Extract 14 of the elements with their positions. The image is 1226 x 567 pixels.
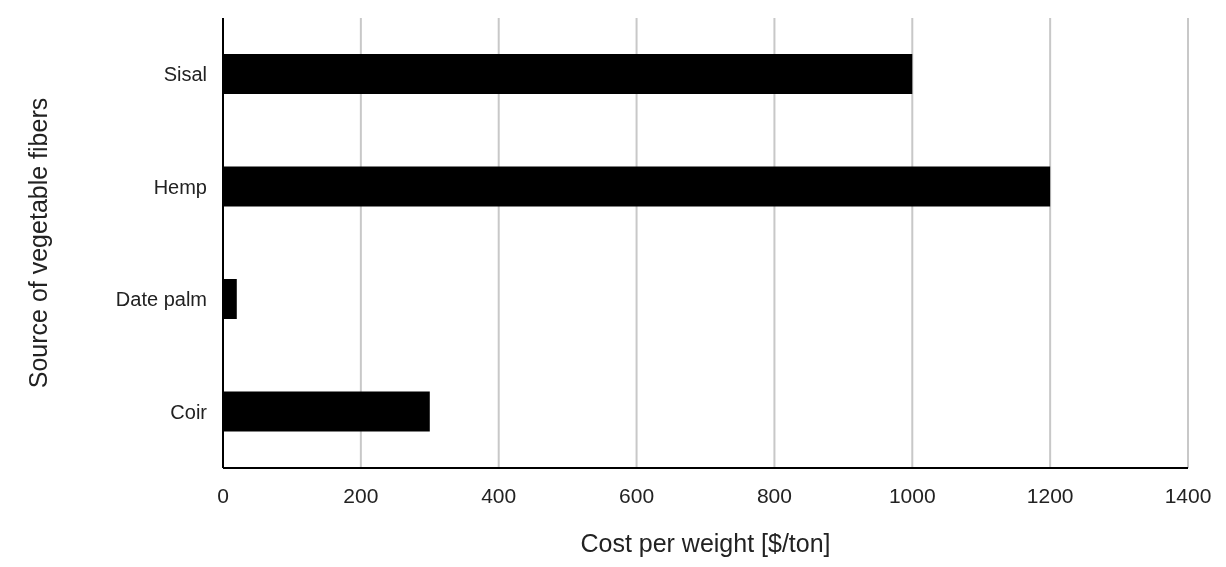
x-tick-label: 1400 bbox=[1164, 483, 1212, 507]
y-tick-label: Date palm bbox=[115, 288, 207, 311]
x-tick-label: 200 bbox=[343, 483, 379, 507]
x-tick-label: 600 bbox=[619, 483, 655, 507]
y-axis-title: Source of vegetable fibers bbox=[23, 97, 52, 389]
x-tick-label: 800 bbox=[756, 483, 792, 507]
y-tick-label: Hemp bbox=[153, 175, 207, 198]
y-tick-label: Sisal bbox=[163, 63, 207, 86]
x-tick-label: 1200 bbox=[1026, 483, 1074, 507]
x-tick-label: 400 bbox=[481, 483, 517, 507]
y-tick-label: Coir bbox=[170, 400, 208, 423]
x-tick-label: 1000 bbox=[888, 483, 936, 507]
x-tick-label: 0 bbox=[217, 483, 229, 507]
x-axis-title: Cost per weight [$/ton] bbox=[580, 529, 831, 557]
